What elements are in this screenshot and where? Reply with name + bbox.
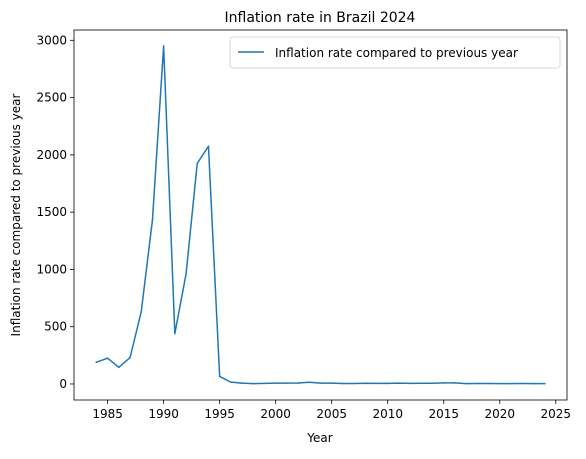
data-point [375, 382, 378, 385]
y-tick-label: 0 [59, 377, 67, 391]
data-point [510, 382, 512, 385]
data-point [140, 310, 143, 313]
data-point [330, 382, 333, 384]
data-point [218, 375, 221, 378]
y-axis-label: Inflation rate compared to previous year [9, 93, 23, 336]
data-point [151, 219, 154, 221]
data-point [274, 382, 277, 384]
data-point [95, 361, 98, 363]
data-point [118, 366, 120, 369]
data-point [319, 382, 322, 384]
data-point [241, 382, 243, 384]
data-point [465, 382, 467, 385]
data-point [487, 382, 490, 385]
x-axis: 1985 1990 1995 2000 2005 2010 2015 2020 2025 [92, 400, 571, 421]
data-point [543, 382, 546, 385]
data-point [196, 162, 199, 165]
data-point [286, 382, 288, 384]
x-tick-label: 1990 [148, 407, 179, 421]
data-point [476, 382, 479, 385]
x-tick-label: 2005 [316, 407, 347, 421]
data-point [364, 382, 367, 385]
data-point [532, 382, 535, 385]
data-point [207, 145, 210, 148]
y-tick-label: 1000 [36, 262, 67, 276]
y-tick-label: 3000 [36, 33, 67, 47]
data-point [230, 381, 232, 383]
x-tick-label: 1995 [204, 407, 235, 421]
legend-box [229, 36, 561, 69]
data-point [174, 332, 176, 335]
data-point [252, 382, 255, 385]
data-point [442, 382, 445, 384]
data-point [398, 382, 400, 384]
data-point [342, 382, 344, 385]
series-points [95, 45, 546, 385]
x-tick-label: 2000 [260, 407, 291, 421]
data-point [454, 382, 456, 384]
data-point [498, 382, 501, 385]
legend: Inflation rate compared to previous year [229, 36, 561, 69]
x-tick-label: 2010 [372, 407, 403, 421]
data-point [353, 382, 355, 385]
data-point [521, 382, 523, 385]
data-point [185, 273, 187, 275]
y-axis: 0 500 1000 1500 2000 2500 3000 [36, 33, 74, 391]
data-point [129, 356, 131, 359]
data-point [162, 45, 165, 47]
data-point [106, 357, 109, 359]
x-tick-label: 2015 [428, 407, 459, 421]
y-tick-label: 500 [44, 320, 67, 334]
data-point [386, 382, 389, 385]
data-point [297, 382, 299, 384]
chart-title: Inflation rate in Brazil 2024 [225, 10, 416, 26]
x-tick-label: 1985 [92, 407, 123, 421]
plot-area [73, 29, 568, 401]
x-tick-label: 2020 [484, 407, 515, 421]
data-point [308, 381, 311, 384]
data-point [409, 382, 411, 385]
data-point [263, 382, 266, 385]
data-point [431, 382, 434, 385]
data-point [420, 382, 423, 385]
legend-entry: Inflation rate compared to previous year [275, 46, 518, 60]
y-tick-label: 2000 [36, 148, 67, 162]
y-tick-label: 2500 [36, 91, 67, 105]
x-tick-label: 2025 [541, 407, 572, 421]
y-tick-label: 1500 [36, 205, 67, 219]
x-axis-label: Year [306, 431, 332, 445]
